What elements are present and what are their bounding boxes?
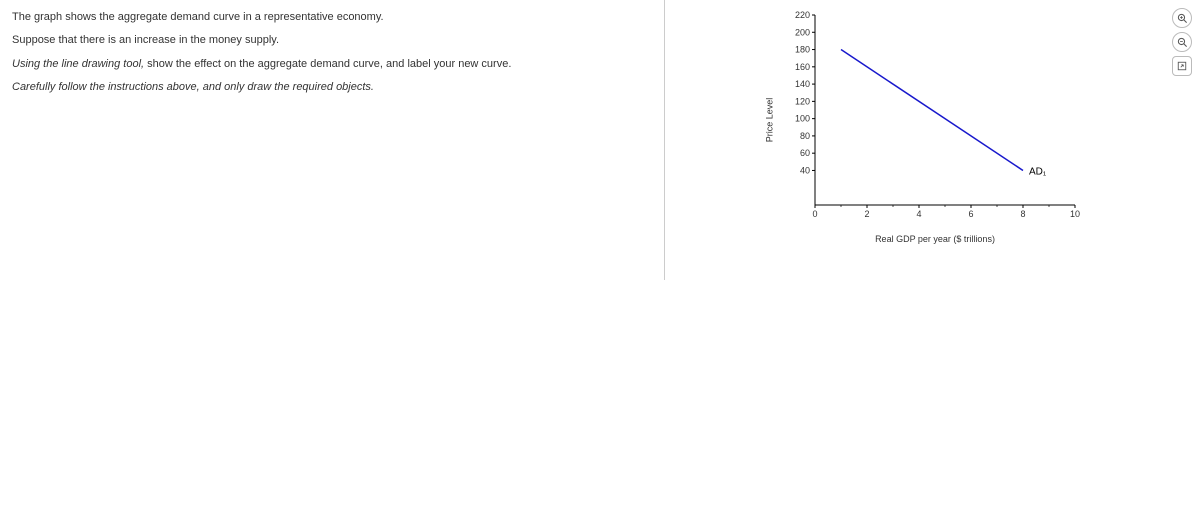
expand-icon xyxy=(1177,61,1187,71)
zoom-in-button[interactable] xyxy=(1172,8,1192,28)
svg-text:120: 120 xyxy=(795,96,810,106)
svg-text:40: 40 xyxy=(800,165,810,175)
zoom-out-button[interactable] xyxy=(1172,32,1192,52)
svg-text:2: 2 xyxy=(864,209,869,219)
instruction-line-4: Carefully follow the instructions above,… xyxy=(12,80,652,95)
instruction-line-3-rest: show the effect on the aggregate demand … xyxy=(144,58,511,70)
chart-panel: Price Level Real GDP per year ($ trillio… xyxy=(665,0,1200,520)
svg-text:100: 100 xyxy=(795,114,810,124)
chart-toolbar xyxy=(1172,8,1192,76)
chart-area[interactable]: Price Level Real GDP per year ($ trillio… xyxy=(785,10,1085,230)
expand-button[interactable] xyxy=(1172,56,1192,76)
instruction-line-3-prefix: Using the line drawing tool, xyxy=(12,58,144,70)
svg-text:10: 10 xyxy=(1070,209,1080,219)
svg-text:200: 200 xyxy=(795,27,810,37)
svg-text:180: 180 xyxy=(795,45,810,55)
svg-text:60: 60 xyxy=(800,148,810,158)
svg-text:140: 140 xyxy=(795,79,810,89)
svg-text:AD₁: AD₁ xyxy=(1029,166,1047,177)
svg-text:0: 0 xyxy=(812,209,817,219)
svg-text:160: 160 xyxy=(795,62,810,72)
chart-svg[interactable]: 40 60 80 100 120 140 160 180 200 220 0 2 4 6 8 10 AD₁ xyxy=(785,10,1085,230)
svg-text:8: 8 xyxy=(1020,209,1025,219)
instruction-line-3: Using the line drawing tool, show the ef… xyxy=(12,57,652,72)
svg-text:4: 4 xyxy=(916,209,921,219)
x-axis-label: Real GDP per year ($ trillions) xyxy=(875,234,995,244)
zoom-out-icon xyxy=(1177,37,1188,48)
instruction-line-1: The graph shows the aggregate demand cur… xyxy=(12,10,652,25)
zoom-in-icon xyxy=(1177,13,1188,24)
svg-text:80: 80 xyxy=(800,131,810,141)
instructions-panel: The graph shows the aggregate demand cur… xyxy=(0,0,665,280)
instruction-line-2: Suppose that there is an increase in the… xyxy=(12,33,652,48)
y-axis-label: Price Level xyxy=(764,98,774,143)
svg-text:6: 6 xyxy=(968,209,973,219)
svg-text:220: 220 xyxy=(795,10,810,20)
